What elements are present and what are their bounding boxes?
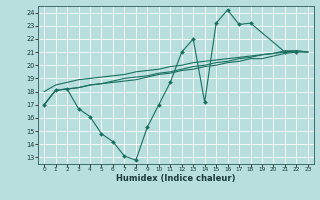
X-axis label: Humidex (Indice chaleur): Humidex (Indice chaleur) [116, 174, 236, 183]
